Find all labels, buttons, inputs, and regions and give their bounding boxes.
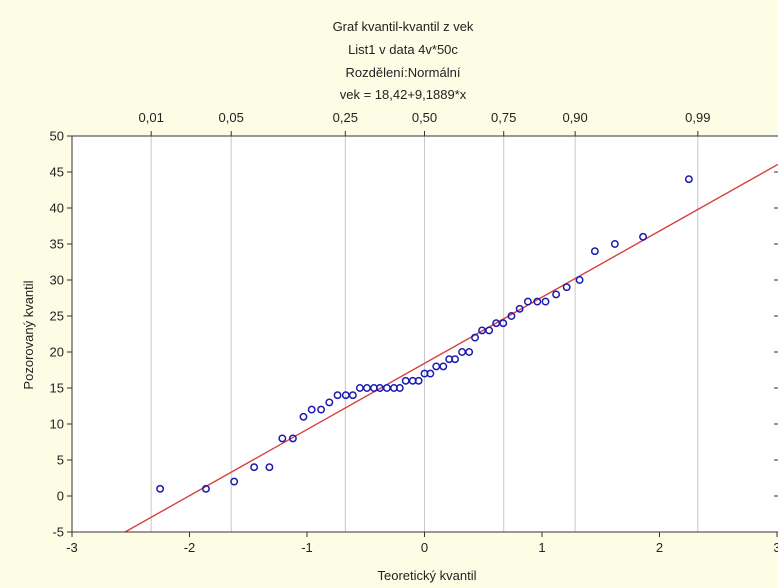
chart-title-line-3: Rozdělení:Normální: [346, 65, 461, 80]
data-point: [590, 247, 599, 256]
y-tick-label: 30: [50, 273, 64, 288]
data-point: [265, 463, 274, 472]
data-point: [414, 376, 423, 385]
data-point: [230, 477, 239, 486]
data-point: [562, 283, 571, 292]
prob-tick-label: 0,01: [139, 110, 164, 125]
fit-line-group: [123, 163, 778, 532]
data-point: [451, 355, 459, 364]
chart-title-line-1: Graf kvantil-kvantil z vek: [333, 19, 474, 34]
x-tick-label: 0: [421, 540, 428, 555]
data-point: [471, 333, 479, 342]
y-tick-label: 20: [50, 345, 64, 360]
prob-tick-label: 0,75: [491, 110, 516, 125]
x-tick-label: 3: [773, 540, 778, 555]
data-point: [485, 326, 494, 335]
data-point: [465, 348, 474, 356]
data-point: [156, 484, 165, 493]
data-point: [552, 290, 561, 299]
y-tick-label: 50: [50, 129, 64, 144]
x-axis: -3 -2 -1 0 1 2 3: [66, 532, 778, 555]
prob-tick-label: 0,05: [219, 110, 244, 125]
x-tick-label: -1: [301, 540, 313, 555]
data-point: [317, 405, 326, 414]
prob-tick-label: 0,50: [412, 110, 437, 125]
probability-axis: 0,01 0,05 0,25 0,50 0,75 0,90 0,99: [139, 110, 710, 136]
chart-title-line-4: vek = 18,42+9,1889*x: [340, 87, 467, 102]
data-point: [299, 412, 308, 421]
data-point: [426, 369, 435, 378]
prob-tick-label: 0,99: [685, 110, 710, 125]
y-axis: -5 0 5 10 15 20 25 30 35 40 45 50: [50, 129, 778, 540]
data-point: [684, 175, 693, 184]
y-tick-label: 15: [50, 381, 64, 396]
y-tick-label: 40: [50, 201, 64, 216]
x-tick-label: 1: [538, 540, 545, 555]
data-point: [278, 434, 287, 443]
prob-tick-label: 0,25: [333, 110, 358, 125]
data-point: [333, 391, 342, 400]
data-point: [288, 434, 297, 443]
y-tick-label: -5: [52, 525, 64, 540]
data-point: [348, 391, 357, 400]
y-tick-label: 10: [50, 417, 64, 432]
y-tick-label: 35: [50, 237, 64, 252]
data-point: [639, 232, 647, 241]
data-point: [202, 484, 210, 493]
y-tick-label: 25: [50, 309, 64, 324]
data-point: [499, 319, 508, 328]
data-point: [439, 362, 448, 371]
data-point: [523, 297, 532, 306]
x-tick-label: -3: [66, 540, 78, 555]
data-point: [250, 463, 259, 472]
fit-line: [123, 163, 778, 532]
data-point: [610, 240, 619, 248]
y-tick-label: 45: [50, 165, 64, 180]
chart-title-line-2: List1 v data 4v*50c: [348, 42, 458, 57]
prob-tick-label: 0,90: [562, 110, 587, 125]
data-point: [507, 312, 516, 320]
data-point: [533, 297, 542, 306]
x-axis-title: Teoretický kvantil: [378, 568, 477, 583]
data-point: [541, 297, 550, 306]
data-point: [515, 304, 524, 313]
y-axis-title: Pozorovaný kvantil: [21, 280, 36, 389]
data-point: [575, 276, 584, 284]
y-tick-label: 0: [57, 489, 64, 504]
x-tick-label: 2: [656, 540, 663, 555]
gridlines: [150, 136, 699, 532]
chart-title: Graf kvantil-kvantil z vek List1 v data …: [333, 19, 474, 102]
data-point: [307, 405, 316, 414]
y-tick-label: 5: [57, 453, 64, 468]
x-tick-label: -2: [184, 540, 196, 555]
data-points: [156, 175, 693, 493]
data-point: [325, 398, 334, 407]
data-point: [395, 384, 404, 392]
